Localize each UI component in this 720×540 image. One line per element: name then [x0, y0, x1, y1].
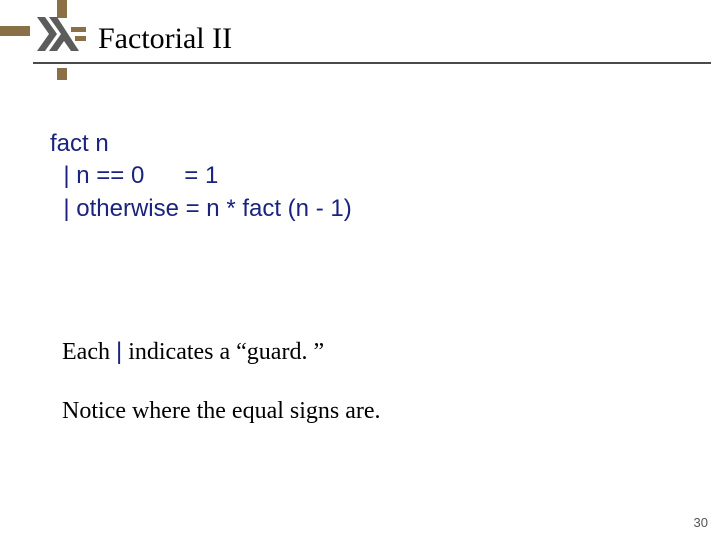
explanation-suffix: indicates a “guard. ”	[122, 339, 324, 365]
haskell-logo	[35, 15, 87, 53]
explanation-line-1: Each | indicates a “guard. ”	[62, 338, 324, 366]
title-underline	[33, 62, 711, 64]
header-accent-left	[0, 26, 30, 36]
code-line-1: fact n	[50, 128, 352, 160]
slide-title: Factorial II	[98, 22, 232, 56]
header-accent-bottom	[57, 68, 67, 80]
explanation-line-2: Notice where the equal signs are.	[62, 398, 381, 425]
code-block: fact n | n == 0 = 1 | otherwise = n * fa…	[50, 128, 352, 225]
code-line-3: | otherwise = n * fact (n - 1)	[50, 193, 352, 225]
code-line-2: | n == 0 = 1	[50, 160, 352, 192]
explanation-prefix: Each	[62, 339, 116, 365]
page-number: 30	[694, 515, 708, 530]
